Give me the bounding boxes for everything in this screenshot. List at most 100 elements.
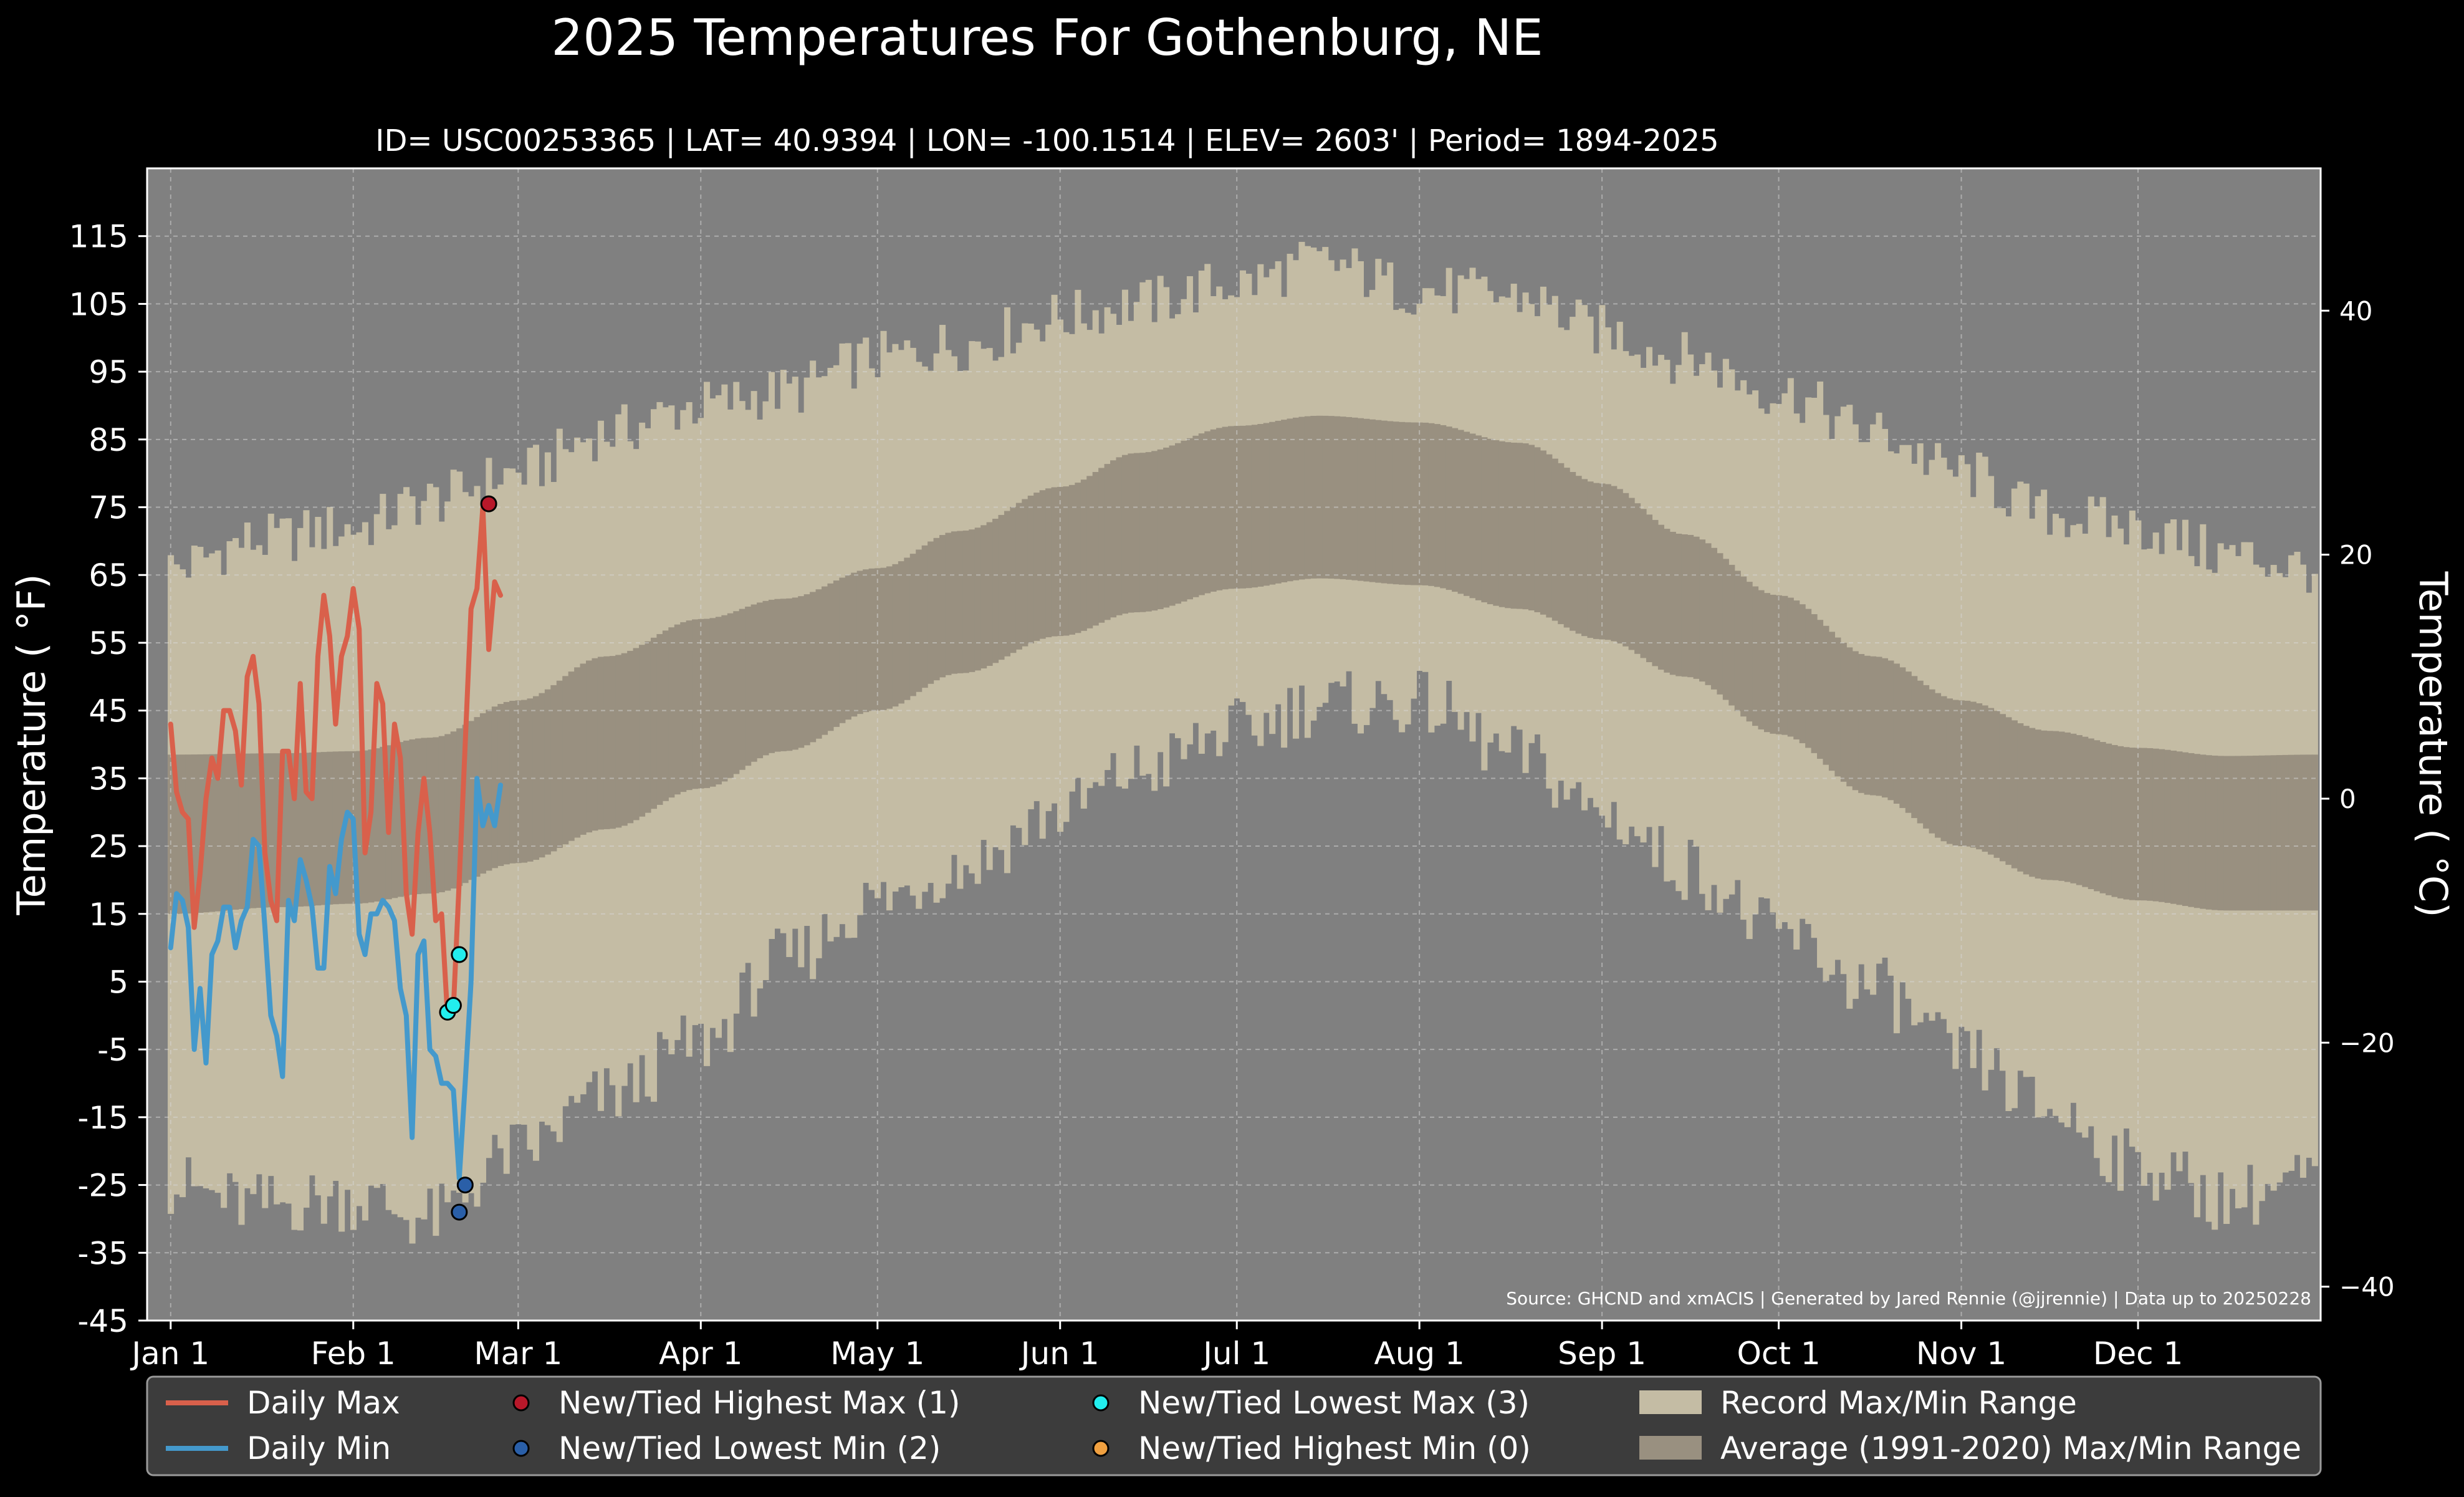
normal-bar	[768, 599, 775, 753]
legend-patch-swatch	[1639, 1390, 1702, 1414]
normal-bar	[933, 537, 940, 681]
normal-bar	[303, 753, 310, 907]
normal-bar	[226, 754, 233, 910]
normal-bar	[1734, 570, 1741, 711]
normal-bar	[656, 633, 663, 805]
y2-tick-label: 0	[2339, 784, 2356, 814]
normal-bar	[232, 753, 239, 910]
normal-bar	[1628, 498, 1635, 650]
normal-bar	[1982, 705, 1988, 852]
normal-bar	[1952, 700, 1959, 846]
x-tick-label: Apr 1	[659, 1336, 742, 1372]
normal-bar	[2064, 732, 2071, 882]
normal-bar	[574, 667, 581, 838]
normal-bar	[2294, 754, 2301, 911]
normal-bar	[1375, 420, 1382, 583]
legend-label: New/Tied Lowest Min (2)	[558, 1430, 941, 1466]
normal-bar	[1940, 696, 1947, 842]
normal-bar	[1611, 486, 1618, 642]
y-tick-label: 35	[89, 761, 128, 797]
x-tick-label: Oct 1	[1737, 1336, 1821, 1372]
y-tick-label: -25	[77, 1168, 128, 1204]
normal-bar	[2070, 733, 2077, 883]
normal-bar	[798, 596, 805, 748]
normal-bar	[2159, 749, 2165, 902]
normal-bar	[2193, 754, 2200, 908]
normal-bar	[1287, 418, 1293, 582]
normal-bar	[909, 554, 916, 696]
normal-bar	[1198, 433, 1205, 595]
normal-bar	[1681, 534, 1688, 677]
normal-bar	[309, 752, 315, 906]
legend: Daily Max New/Tied Highest Max (1) New/Tie…	[146, 1375, 2322, 1476]
normal-bar	[1811, 614, 1818, 753]
normal-bar	[1346, 416, 1353, 580]
normal-bar	[615, 655, 622, 828]
normal-bar	[1498, 441, 1505, 607]
normal-bar	[1010, 506, 1017, 653]
normal-bar	[945, 532, 952, 675]
normal-bar	[1039, 490, 1046, 639]
normal-bar	[916, 549, 923, 692]
normal-bar	[2270, 755, 2277, 911]
normal-bar	[810, 592, 817, 743]
normal-bar	[2147, 748, 2154, 901]
legend-patch-swatch	[1639, 1436, 1702, 1460]
normal-bar	[1151, 451, 1158, 611]
normal-bar	[1534, 447, 1541, 612]
legend-dot-swatch	[512, 1394, 530, 1412]
normal-bar	[1616, 489, 1623, 644]
legend-label: New/Tied Highest Min (0)	[1138, 1430, 1531, 1466]
normal-bar	[1675, 533, 1682, 676]
normal-bar	[409, 739, 416, 895]
normal-bar	[2106, 743, 2112, 895]
normal-bar	[503, 701, 510, 865]
normal-bar	[962, 530, 969, 673]
normal-bar	[2035, 729, 2041, 879]
normal-bar	[327, 751, 333, 905]
normal-bar	[2076, 735, 2083, 885]
normal-bar	[986, 522, 993, 666]
normal-bar	[1422, 422, 1429, 585]
normal-bar	[709, 618, 716, 787]
normal-bar	[209, 754, 216, 912]
y2-tick-label: −20	[2339, 1028, 2395, 1058]
normal-bar	[1787, 597, 1794, 737]
normal-bar	[1687, 534, 1694, 678]
normal-bar	[2205, 755, 2212, 910]
normal-bar	[1086, 476, 1093, 628]
y-tick-label: 5	[108, 964, 128, 1000]
normal-bar	[1051, 487, 1058, 637]
normal-bar	[1075, 483, 1081, 633]
normal-bar	[1705, 543, 1712, 685]
normal-bar	[1263, 423, 1270, 586]
normal-bar	[2164, 749, 2171, 903]
normal-bar	[1464, 431, 1470, 596]
normal-bar	[380, 746, 386, 901]
normal-bar	[692, 619, 699, 789]
record-points	[439, 495, 497, 1221]
normal-bar	[992, 518, 999, 663]
normal-bar	[1546, 454, 1553, 618]
normal-bar	[1988, 708, 1995, 855]
x-tick-label: Feb 1	[311, 1336, 396, 1372]
normal-bar	[2082, 736, 2089, 887]
normal-bar	[2200, 754, 2207, 909]
normal-bar	[1640, 509, 1647, 658]
normal-bar	[1163, 447, 1170, 608]
normal-bar	[562, 676, 569, 845]
normal-bar	[344, 751, 351, 904]
normal-bar	[1623, 493, 1629, 647]
normal-bar	[1128, 453, 1134, 613]
y-tick-label: 25	[89, 829, 128, 865]
normal-bar	[438, 736, 445, 893]
normal-bar	[1823, 625, 1829, 765]
normal-bar	[1404, 422, 1411, 585]
normal-bar	[1923, 685, 1930, 829]
normal-bar	[315, 752, 322, 906]
normal-bar	[521, 700, 528, 863]
y-tick-label: -15	[77, 1100, 128, 1136]
normal-bar	[2017, 723, 2024, 872]
normal-bar	[1758, 590, 1765, 729]
normal-bar	[1905, 671, 1912, 813]
